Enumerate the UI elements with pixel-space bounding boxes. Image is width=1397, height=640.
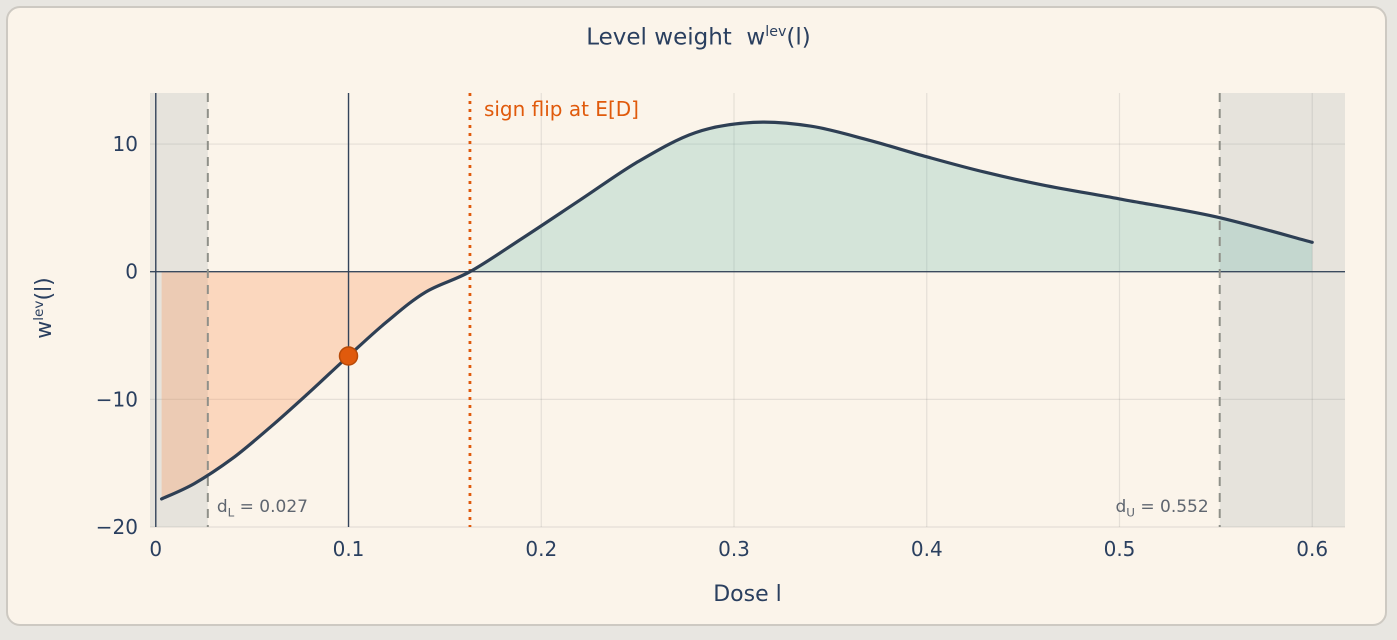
y-tick-label: −20 <box>96 515 138 539</box>
chart-title: Level weight wlev(l) <box>0 24 1397 51</box>
annotation-d-lower: dL = 0.027 <box>217 497 308 519</box>
positive-area-fill <box>470 122 1313 272</box>
x-tick-label: 0.6 <box>1296 537 1328 561</box>
chart-title-prefix: Level weight w <box>586 24 766 51</box>
excluded-dose-band <box>1219 93 1345 527</box>
x-tick-label: 0 <box>149 537 162 561</box>
y-axis-title-suffix: (l) <box>32 277 58 301</box>
x-tick-label: 0.2 <box>525 537 557 561</box>
y-axis-title-prefix: w <box>32 320 58 339</box>
y-tick-label: 0 <box>125 260 138 284</box>
annotation-d-upper-value: = 0.552 <box>1134 497 1209 517</box>
x-tick-label: 0.5 <box>1104 537 1136 561</box>
y-axis-title: wlev(l) <box>31 277 57 339</box>
annotation-d-upper-base: d <box>1115 497 1127 517</box>
annotation-d-lower-sub: L <box>227 505 235 520</box>
x-tick-label: 0.3 <box>718 537 750 561</box>
annotation-d-lower-value: = 0.027 <box>234 497 308 517</box>
annotation-sign-flip: sign flip at E[D] <box>484 97 639 121</box>
highlight-marker <box>338 346 359 366</box>
x-tick-label: 0.1 <box>333 537 365 561</box>
x-axis-title: Dose l <box>713 582 782 607</box>
chart-card <box>6 6 1387 626</box>
x-tick-label: 0.4 <box>911 537 943 561</box>
chart-title-suffix: (l) <box>786 24 811 51</box>
annotation-d-upper: dU = 0.552 <box>1115 497 1208 519</box>
annotation-d-lower-base: d <box>216 497 228 517</box>
excluded-dose-band <box>150 93 208 527</box>
y-tick-label: −10 <box>96 387 138 411</box>
annotation-sign-flip-text: sign flip at E[D] <box>483 97 639 121</box>
level-weight-curve <box>160 120 1314 501</box>
annotation-d-upper-sub: U <box>1126 505 1135 520</box>
y-axis-title-superscript: lev <box>30 300 47 321</box>
y-tick-label: 10 <box>113 132 138 156</box>
chart-title-superscript: lev <box>765 24 787 40</box>
